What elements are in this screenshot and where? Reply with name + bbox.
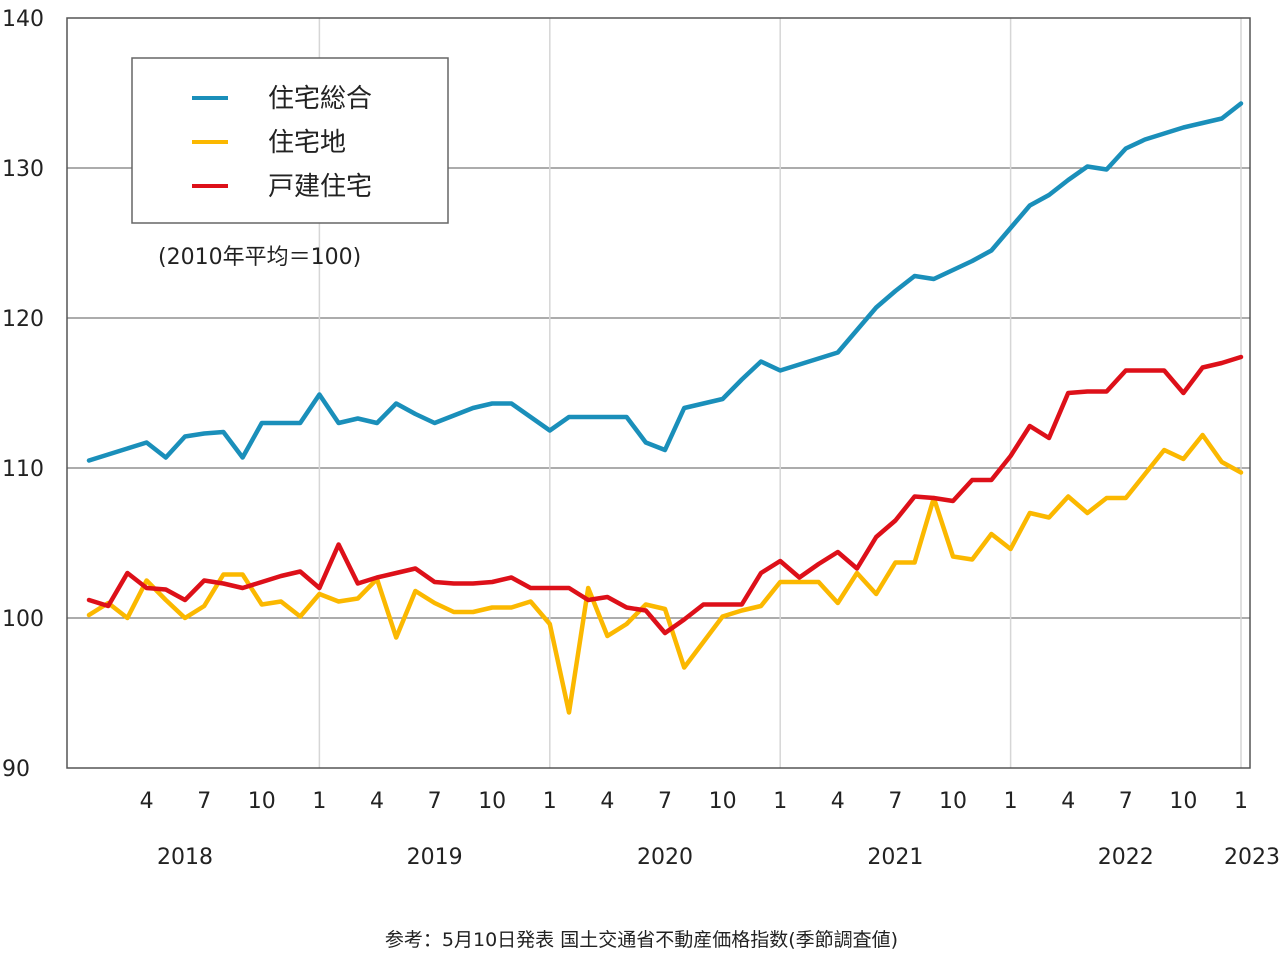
year-label: 2021 (867, 845, 923, 870)
x-tick-label: 10 (248, 789, 276, 814)
plot-frame (66, 17, 1251, 769)
series-lines (86, 101, 1244, 715)
year-labels: 2018 2019 2020 2021 2022 2023 (157, 845, 1280, 870)
x-tick-label: 7 (888, 789, 902, 814)
x-tick-label: 10 (709, 789, 737, 814)
x-tick-label: 1 (1004, 789, 1018, 814)
y-tick-label: 90 (2, 757, 30, 782)
legend-label: 住宅総合 (268, 84, 372, 114)
x-tick-label: 4 (370, 789, 384, 814)
x-tick-label: 1 (312, 789, 326, 814)
x-tick-label: 1 (1234, 789, 1248, 814)
y-tick-label: 120 (2, 307, 44, 332)
series-line-2 (86, 432, 1244, 715)
base-note: (2010年平均＝100) (158, 245, 361, 270)
y-tick-label: 100 (2, 607, 44, 632)
series-line-1 (86, 101, 1244, 463)
x-tick-label: 1 (773, 789, 787, 814)
x-tick-label: 7 (428, 789, 442, 814)
x-axis-ticks: 4 7 10 1 4 7 10 1 4 7 10 1 4 7 10 1 4 7 10 1 (140, 789, 1248, 814)
x-tick-label: 4 (600, 789, 614, 814)
year-label: 2020 (637, 845, 693, 870)
x-tick-label: 7 (658, 789, 672, 814)
axes (66, 17, 1251, 769)
year-label: 2022 (1098, 845, 1154, 870)
x-tick-label: 7 (1119, 789, 1133, 814)
y-axis-ticks: 90 100 110 120 130 140 (2, 7, 44, 782)
y-tick-label: 130 (2, 157, 44, 182)
year-label: 2018 (157, 845, 213, 870)
year-label: 2023 (1224, 845, 1280, 870)
series-line-3 (86, 354, 1244, 636)
x-tick-label: 1 (543, 789, 557, 814)
x-tick-label: 7 (197, 789, 211, 814)
legend-label: 住宅地 (268, 128, 346, 158)
year-label: 2019 (407, 845, 463, 870)
x-tick-label: 4 (831, 789, 845, 814)
x-tick-label: 10 (939, 789, 967, 814)
x-tick-label: 10 (478, 789, 506, 814)
x-tick-label: 4 (140, 789, 154, 814)
y-tick-label: 140 (2, 7, 44, 32)
y-tick-label: 110 (2, 457, 44, 482)
legend-label: 戸建住宅 (268, 172, 372, 202)
source-caption: 参考：5月10日発表 国土交通省不動産価格指数(季節調査値) (384, 929, 899, 951)
legend-box (131, 57, 449, 224)
x-tick-label: 10 (1169, 789, 1197, 814)
x-tick-label: 4 (1061, 789, 1075, 814)
